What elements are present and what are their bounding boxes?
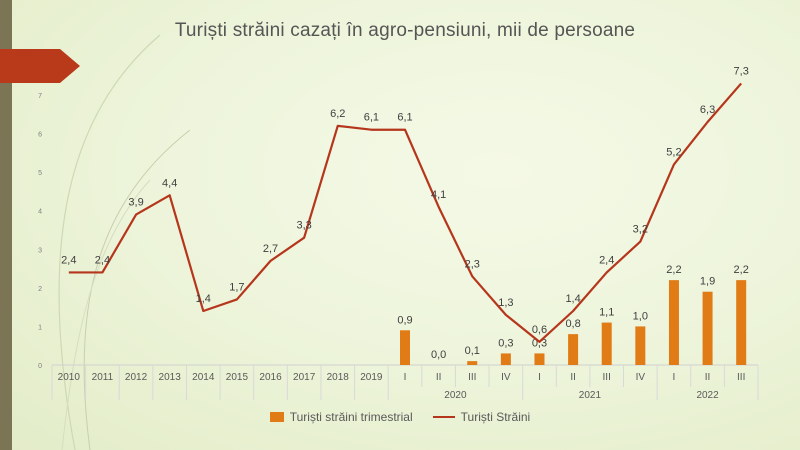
bar: [601, 322, 612, 365]
x-tick-label: IV: [636, 372, 646, 383]
x-tick-label: IV: [501, 372, 511, 383]
legend-line-swatch: [432, 416, 455, 418]
bar: [534, 353, 545, 365]
bar-data-label: 0,8: [565, 318, 580, 330]
bar-data-label: 0,9: [397, 314, 412, 326]
bar: [668, 280, 679, 365]
bar-data-label: 2,2: [734, 264, 749, 276]
x-tick-label: III: [737, 372, 745, 383]
line-data-label: 1,3: [498, 297, 513, 309]
line-data-label: 2,3: [465, 258, 480, 270]
line-data-label: 4,4: [162, 177, 177, 189]
line-data-label: 3,9: [128, 197, 143, 209]
line-data-label: 1,4: [196, 293, 211, 305]
y-tick-label: 4: [38, 209, 42, 216]
legend-bar-label: Turiști străini trimestrial: [289, 410, 413, 424]
red-arrow-decoration: [0, 49, 80, 83]
line-data-label: 6,1: [364, 112, 379, 124]
y-tick-label: 3: [38, 247, 42, 254]
line-data-label: 4,1: [431, 189, 446, 201]
x-tick-label: 2017: [293, 372, 316, 383]
line-data-label: 2,7: [263, 243, 278, 255]
x-tick-label: II: [570, 372, 576, 383]
x-tick-label: 2010: [58, 372, 81, 383]
line-data-label: 7,3: [734, 65, 749, 77]
line-data-label: 6,3: [700, 104, 715, 116]
x-tick-label: I: [538, 372, 541, 383]
line-data-label: 2,4: [61, 254, 76, 266]
line-data-label: 3,2: [633, 224, 648, 236]
bar: [400, 330, 410, 365]
x-group-label: 2021: [579, 390, 602, 401]
legend-item-bar: Turiști străini trimestrial: [269, 408, 413, 426]
legend: Turiști străini trimestrial Turiști Stră…: [0, 408, 800, 426]
x-tick-label: 2015: [226, 372, 249, 383]
y-tick-label: 1: [38, 324, 42, 331]
x-tick-label: 2018: [327, 372, 350, 383]
legend-line-label: Turiști Străini: [460, 410, 531, 424]
y-tick-label: 0: [38, 363, 42, 370]
chart-title: Turiști străini cazați în agro-pensiuni,…: [174, 20, 636, 41]
bar-data-label: 0,0: [431, 349, 446, 361]
x-tick-label: III: [603, 372, 611, 383]
bar: [568, 334, 579, 365]
x-tick-label: 2012: [125, 372, 148, 383]
bar-data-label: 1,1: [599, 307, 614, 319]
line-data-label: 6,2: [330, 108, 345, 120]
x-tick-label: III: [468, 372, 476, 383]
bar-data-label: 1,9: [700, 276, 715, 288]
y-tick-label: 7: [38, 93, 42, 100]
x-tick-label: I: [673, 372, 676, 383]
bar-data-label: 0,3: [498, 337, 513, 349]
bar: [467, 361, 478, 365]
x-group-label: 2020: [444, 390, 467, 401]
left-decorative-band: [0, 0, 12, 450]
x-tick-label: 2013: [159, 372, 182, 383]
y-tick-label: 6: [38, 132, 42, 139]
x-tick-label: II: [436, 372, 442, 383]
bar-data-label: 2,2: [666, 264, 681, 276]
line-data-label: 2,4: [95, 254, 110, 266]
bar: [500, 353, 511, 365]
x-tick-label: 2014: [192, 372, 215, 383]
x-tick-label: II: [705, 372, 711, 383]
line-data-label: 3,3: [296, 220, 311, 232]
x-group-label: 2022: [696, 390, 719, 401]
line-data-label: 2,4: [599, 254, 614, 266]
bar-data-label: 0,1: [465, 345, 480, 357]
line-data-label: 0,6: [532, 324, 547, 336]
x-tick-label: I: [404, 372, 407, 383]
y-tick-label: 5: [38, 170, 42, 177]
bar-data-label: 0,3: [532, 337, 547, 349]
line-data-label: 6,1: [397, 112, 412, 124]
bar-data-label: 1,0: [633, 310, 648, 322]
bar: [702, 291, 713, 365]
legend-item-line: Turiști Străini: [432, 408, 531, 426]
legend-bar-swatch: [269, 412, 284, 422]
line-data-label: 5,2: [666, 146, 681, 158]
bar: [736, 280, 747, 365]
bar: [635, 326, 646, 365]
x-tick-label: 2011: [92, 372, 114, 383]
x-tick-label: 2016: [259, 372, 282, 383]
line-series: [68, 82, 743, 343]
line-data-label: 1,7: [229, 281, 244, 293]
y-tick-label: 2: [38, 286, 42, 293]
x-tick-label: 2019: [360, 372, 383, 383]
line-data-label: 1,4: [565, 293, 580, 305]
